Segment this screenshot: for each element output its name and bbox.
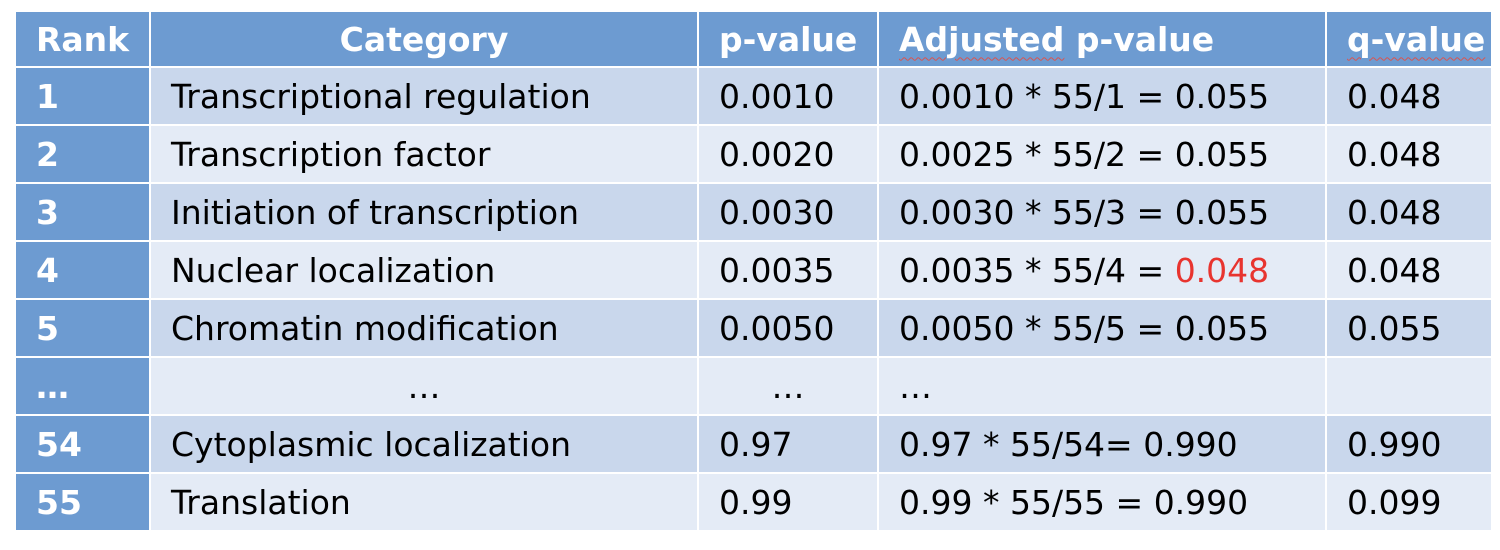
rank-cell: 2 [16,125,151,184]
rank-cell: 3 [16,183,151,242]
adjusted-result: 0.055 [1174,192,1270,232]
rank-cell: 1 [16,67,151,126]
header-rank: Rank [16,12,151,68]
header-qvalue-text: q-value [1347,19,1486,59]
table-row: 1 Transcriptional regulation 0.0010 0.00… [16,67,1493,126]
pvalue-cell: 0.0050 [698,299,879,358]
adjusted-result: 0.990 [1143,424,1238,464]
adjusted-formula: 0.0010 * 55/1 = [899,76,1175,116]
qvalue-cell: 0.048 [1326,183,1493,242]
category-cell: Transcriptional regulation [150,67,699,126]
table-row: … … … … [16,357,1493,416]
header-adjusted-pvalue: Adjusted p-value [878,12,1327,68]
adjusted-formula: 0.99 * 55/55 = [899,482,1154,522]
adjusted-cell: 0.0010 * 55/1 = 0.055 [878,67,1327,126]
pvalue-cell: 0.0030 [698,183,879,242]
adjusted-formula: 0.0035 * 55/4 = [899,250,1175,290]
pvalue-cell: 0.0035 [698,241,879,300]
adjusted-result: 0.048 [1174,250,1270,290]
header-category: Category [150,12,699,68]
adjusted-formula: 0.0030 * 55/3 = [899,192,1175,232]
adjusted-formula: 0.97 * 55/54= [899,424,1144,464]
qvalue-cell [1326,357,1493,416]
rank-cell: 4 [16,241,151,300]
qvalue-cell: 0.048 [1326,67,1493,126]
adjusted-result: 0.055 [1174,76,1270,116]
adjusted-cell: 0.99 * 55/55 = 0.990 [878,473,1327,532]
pvalue-cell: 0.97 [698,415,879,474]
header-row: Rank Category p-value Adjusted p-value q… [16,12,1493,68]
q-value-table: Rank Category p-value Adjusted p-value q… [16,12,1493,532]
adjusted-cell: 0.0025 * 55/2 = 0.055 [878,125,1327,184]
adjusted-formula: 0.0025 * 55/2 = [899,134,1175,174]
qvalue-cell: 0.048 [1326,125,1493,184]
table-row: 4 Nuclear localization 0.0035 0.0035 * 5… [16,241,1493,300]
table-row: 54 Cytoplasmic localization 0.97 0.97 * … [16,415,1493,474]
adjusted-formula: … [899,366,932,406]
category-cell: Cytoplasmic localization [150,415,699,474]
adjusted-cell: 0.0050 * 55/5 = 0.055 [878,299,1327,358]
category-cell: Translation [150,473,699,532]
adjusted-cell: … [878,357,1327,416]
pvalue-cell: … [698,357,879,416]
rank-cell: 5 [16,299,151,358]
header-adjusted-rest: p-value [1064,19,1215,59]
adjusted-result: 0.055 [1174,134,1270,174]
adjusted-formula: 0.0050 * 55/5 = [899,308,1175,348]
category-cell: Transcription factor [150,125,699,184]
header-adjusted-word: Adjusted [899,19,1065,59]
rank-cell: … [16,357,151,416]
rank-cell: 54 [16,415,151,474]
header-pvalue: p-value [698,12,879,68]
table-row: 5 Chromatin modification 0.0050 0.0050 *… [16,299,1493,358]
category-cell: Nuclear localization [150,241,699,300]
qvalue-cell: 0.990 [1326,415,1493,474]
adjusted-result: 0.055 [1174,308,1270,348]
pvalue-cell: 0.0020 [698,125,879,184]
category-cell: Initiation of transcription [150,183,699,242]
adjusted-result: 0.990 [1153,482,1249,522]
category-cell: … [150,357,699,416]
header-qvalue: q-value [1326,12,1493,68]
pvalue-cell: 0.0010 [698,67,879,126]
rank-cell: 55 [16,473,151,532]
adjusted-cell: 0.97 * 55/54= 0.990 [878,415,1327,474]
category-cell: Chromatin modification [150,299,699,358]
adjusted-cell: 0.0035 * 55/4 = 0.048 [878,241,1327,300]
table-row: 2 Transcription factor 0.0020 0.0025 * 5… [16,125,1493,184]
adjusted-cell: 0.0030 * 55/3 = 0.055 [878,183,1327,242]
table-row: 55 Translation 0.99 0.99 * 55/55 = 0.990… [16,473,1493,532]
qvalue-cell: 0.099 [1326,473,1493,532]
table-row: 3 Initiation of transcription 0.0030 0.0… [16,183,1493,242]
pvalue-cell: 0.99 [698,473,879,532]
qvalue-cell: 0.048 [1326,241,1493,300]
qvalue-cell: 0.055 [1326,299,1493,358]
